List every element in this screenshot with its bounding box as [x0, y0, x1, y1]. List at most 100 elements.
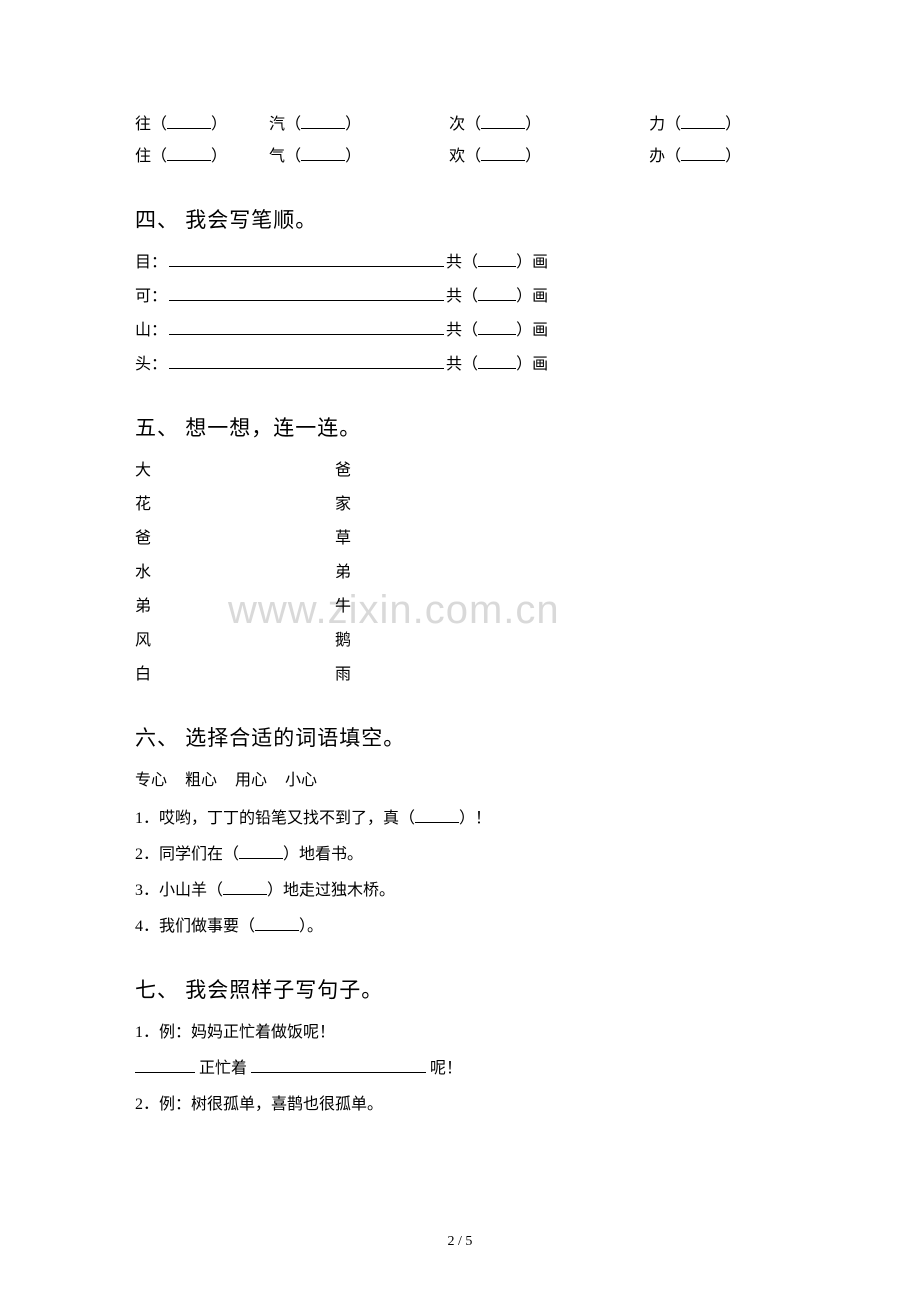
char-pair-row-2: 住 （ ） 气 （ ） 欢 （ ） 办 （ ） — [135, 142, 785, 166]
section-6-title: 六、 选择合适的词语填空。 — [135, 722, 785, 752]
char: 可 — [135, 282, 151, 306]
fill-item: 2．同学们在（）地看书。 — [135, 840, 785, 864]
paren-close: ） — [516, 282, 532, 306]
match-row: 风鹅 — [135, 626, 785, 650]
paren-open: （ — [465, 142, 481, 166]
paren-open: （ — [285, 142, 301, 166]
text-end: 呢！ — [430, 1060, 462, 1077]
word-option: 粗心 — [185, 772, 217, 789]
paren-close: ） — [345, 142, 361, 166]
match-left: 花 — [135, 490, 335, 514]
colon: ： — [151, 350, 167, 374]
unit: 画 — [532, 350, 548, 374]
match-left: 水 — [135, 558, 335, 582]
blank — [239, 845, 283, 859]
blank — [478, 321, 516, 335]
blank — [169, 253, 444, 267]
blank — [255, 917, 299, 931]
stroke-row: 山：共（）画 — [135, 316, 785, 340]
match-right: 弟 — [335, 558, 351, 582]
paren-open: （ — [665, 142, 681, 166]
match-right: 鹅 — [335, 626, 351, 650]
blank — [478, 253, 516, 267]
char: 目 — [135, 248, 151, 272]
paren-close: ） — [725, 110, 741, 134]
blank — [223, 881, 267, 895]
paren-open: （ — [665, 110, 681, 134]
paren-open: （ — [462, 350, 478, 374]
char: 山 — [135, 316, 151, 340]
text-post: ）。 — [299, 918, 323, 935]
char: 欢 — [449, 142, 465, 166]
stroke-row: 目：共（）画 — [135, 248, 785, 272]
char: 住 — [135, 142, 151, 166]
char: 往 — [135, 110, 151, 134]
match-right: 雨 — [335, 660, 351, 684]
text-pre: 1．哎哟，丁丁的铅笔又找不到了，真（ — [135, 810, 415, 827]
paren-close: ） — [516, 316, 532, 340]
blank — [415, 809, 459, 823]
word-option: 小心 — [285, 772, 317, 789]
example-sentence-2: 2．例：树很孤单，喜鹊也很孤单。 — [135, 1090, 785, 1114]
text-pre: 3．小山羊（ — [135, 882, 223, 899]
match-row: 花家 — [135, 490, 785, 514]
page-number: 2 / 5 — [0, 1234, 920, 1250]
match-left: 白 — [135, 660, 335, 684]
fill-item: 3．小山羊（）地走过独木桥。 — [135, 876, 785, 900]
char: 次 — [449, 110, 465, 134]
section-5-title: 五、 想一想，连一连。 — [135, 412, 785, 442]
blank — [478, 355, 516, 369]
colon: ： — [151, 282, 167, 306]
colon: ： — [151, 248, 167, 272]
paren-close: ） — [525, 142, 541, 166]
text-gong: 共 — [446, 316, 462, 340]
paren-close: ） — [525, 110, 541, 134]
blank — [167, 147, 211, 161]
paren-open: （ — [151, 110, 167, 134]
char: 气 — [269, 142, 285, 166]
word-option: 专心 — [135, 772, 167, 789]
paren-close: ） — [516, 248, 532, 272]
paren-open: （ — [285, 110, 301, 134]
blank — [301, 115, 345, 129]
blank — [169, 321, 444, 335]
char-pair-row-1: 往 （ ） 汽 （ ） 次 （ ） 力 （ ） — [135, 110, 785, 134]
blank — [478, 287, 516, 301]
match-left: 大 — [135, 456, 335, 480]
blank — [169, 355, 444, 369]
text-post: ）！ — [459, 810, 491, 827]
paren-close: ） — [211, 142, 227, 166]
paren-open: （ — [465, 110, 481, 134]
word-option: 用心 — [235, 772, 267, 789]
unit: 画 — [532, 248, 548, 272]
unit: 画 — [532, 282, 548, 306]
blank — [681, 115, 725, 129]
char: 汽 — [269, 110, 285, 134]
match-row: 大爸 — [135, 456, 785, 480]
paren-close: ） — [211, 110, 227, 134]
blank — [481, 147, 525, 161]
match-right: 牛 — [335, 592, 351, 616]
paren-close: ） — [345, 110, 361, 134]
blank — [301, 147, 345, 161]
blank — [167, 115, 211, 129]
match-right: 家 — [335, 490, 351, 514]
char: 头 — [135, 350, 151, 374]
text-gong: 共 — [446, 282, 462, 306]
fill-sentence-1: 正忙着 呢！ — [135, 1054, 785, 1078]
paren-open: （ — [151, 142, 167, 166]
char: 力 — [649, 110, 665, 134]
word-bank: 专心 粗心 用心 小心 — [135, 766, 785, 790]
text-gong: 共 — [446, 350, 462, 374]
match-right: 草 — [335, 524, 351, 548]
blank — [135, 1059, 195, 1073]
blank — [169, 287, 444, 301]
paren-open: （ — [462, 248, 478, 272]
text-mid: 正忙着 — [199, 1060, 247, 1077]
paren-open: （ — [462, 282, 478, 306]
unit: 画 — [532, 316, 548, 340]
section-7-title: 七、 我会照样子写句子。 — [135, 974, 785, 1004]
match-left: 风 — [135, 626, 335, 650]
blank — [481, 115, 525, 129]
blank — [251, 1059, 426, 1073]
